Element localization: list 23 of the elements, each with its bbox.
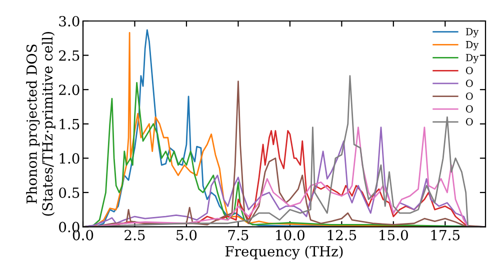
legend-label: O bbox=[466, 105, 473, 113]
y-axis-title: Phonon projected DOS (States/THz·primitive cell) bbox=[26, 32, 56, 216]
legend-label: O bbox=[466, 80, 473, 87]
y-tick-label: 0.5 bbox=[59, 187, 80, 198]
legend-label: Dy bbox=[466, 54, 479, 64]
y-tick-label: 2.0 bbox=[59, 84, 80, 96]
x-tick-label: 5.0 bbox=[176, 230, 197, 240]
legend-label: Dy bbox=[466, 28, 479, 38]
x-tick-label: 7.5 bbox=[228, 230, 248, 240]
x-tick-label: 12.5 bbox=[328, 230, 356, 240]
y-tick-label: 1.0 bbox=[60, 153, 80, 164]
legend-label: O bbox=[466, 92, 473, 100]
y-tick-label: 2.5 bbox=[59, 50, 80, 61]
x-tick-label: 10.0 bbox=[276, 230, 304, 240]
x-tick-label: 15.0 bbox=[380, 230, 408, 240]
y-tick-label: 1.5 bbox=[60, 118, 80, 130]
x-tick-label: 17.5 bbox=[431, 230, 460, 240]
x-tick-label: 2.5 bbox=[124, 230, 145, 240]
legend-label: Dy bbox=[466, 41, 479, 50]
legend-label: O bbox=[466, 118, 473, 126]
y-tick-label: 3.0 bbox=[59, 16, 80, 26]
x-axis-title: Frequency (THz) bbox=[225, 246, 343, 260]
legend-label: O bbox=[466, 66, 473, 74]
